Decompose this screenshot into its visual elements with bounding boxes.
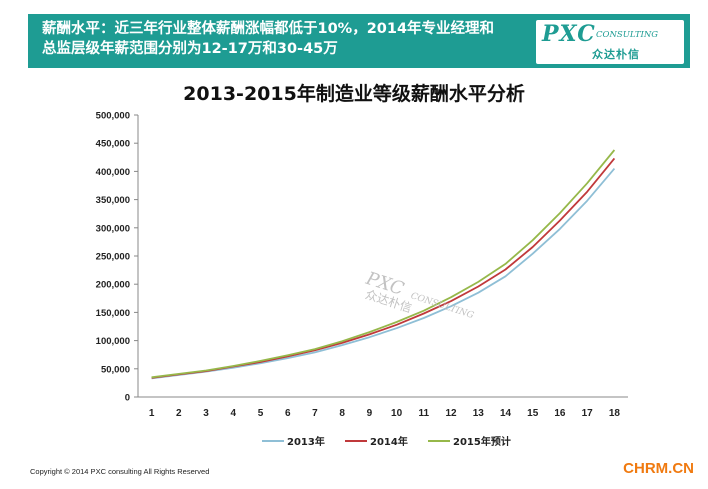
x-tick-label: 14 <box>500 408 512 419</box>
y-tick-label: 500,000 <box>96 111 130 122</box>
series-line <box>151 157 616 379</box>
series-line <box>151 149 616 379</box>
x-tick-label: 2 <box>176 408 182 419</box>
x-tick-label: 16 <box>554 408 566 419</box>
x-tick-label: 5 <box>258 408 264 419</box>
x-tick-label: 12 <box>445 408 457 419</box>
legend-label: 2015年预计 <box>453 435 511 448</box>
y-tick-label: 400,000 <box>96 167 130 178</box>
brand-name: PXC <box>542 21 596 47</box>
banner-text: 薪酬水平：近三年行业整体薪酬涨幅都低于10%，2014年专业经理和 总监层级年薪… <box>42 19 562 59</box>
copyright-text: Copyright © 2014 PXC consulting All Righ… <box>30 467 210 476</box>
x-tick-label: 3 <box>203 408 209 419</box>
legend-label: 2014年 <box>370 435 408 448</box>
x-tick-label: 4 <box>230 408 236 419</box>
header-banner: 薪酬水平：近三年行业整体薪酬涨幅都低于10%，2014年专业经理和 总监层级年薪… <box>28 14 690 68</box>
x-tick-label: 8 <box>339 408 345 419</box>
x-tick-label: 15 <box>527 408 539 419</box>
y-tick-label: 50,000 <box>101 364 130 375</box>
x-tick-label: 11 <box>419 408 430 419</box>
banner-line-2: 总监层级年薪范围分别为12-17万和30-45万 <box>42 41 338 57</box>
x-tick-label: 17 <box>582 408 594 419</box>
y-tick-label: 300,000 <box>96 223 130 234</box>
brand-cn: 众达朴信 <box>592 48 640 61</box>
chart-title: 2013-2015年制造业等级薪酬水平分析 <box>183 83 525 105</box>
y-tick-label: 250,000 <box>96 252 130 263</box>
site-logo: CHRM.CN <box>623 460 694 477</box>
y-tick-label: 200,000 <box>96 280 130 291</box>
y-tick-label: 150,000 <box>96 308 130 319</box>
y-tick-label: 100,000 <box>96 336 130 347</box>
brand-logo: PXC CONSULTING 众达朴信 <box>536 20 684 64</box>
x-tick-label: 9 <box>367 408 373 419</box>
x-tick-label: 6 <box>285 408 291 419</box>
legend-label: 2013年 <box>287 435 325 448</box>
series-line <box>151 168 616 380</box>
x-tick-label: 7 <box>312 408 318 419</box>
banner-line-1: 薪酬水平：近三年行业整体薪酬涨幅都低于10%，2014年专业经理和 <box>42 21 495 37</box>
y-tick-label: 450,000 <box>96 139 130 150</box>
brand-sub: CONSULTING <box>596 30 659 40</box>
x-tick-label: 1 <box>149 408 155 419</box>
x-tick-label: 10 <box>391 408 403 419</box>
x-tick-label: 13 <box>473 408 485 419</box>
x-tick-label: 18 <box>609 408 621 419</box>
y-tick-label: 350,000 <box>96 195 130 206</box>
y-tick-label: 0 <box>125 393 130 404</box>
